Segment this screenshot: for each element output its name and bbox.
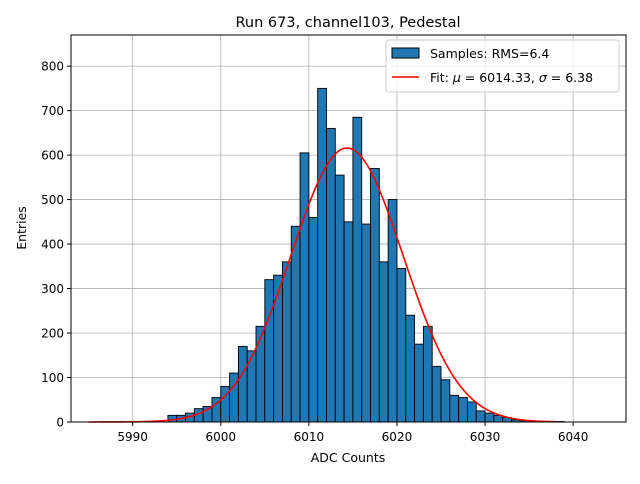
x-tick-label: 6010: [294, 430, 325, 444]
histogram-bar: [432, 366, 441, 422]
y-tick-label: 500: [41, 193, 64, 207]
histogram-bar: [291, 226, 300, 422]
histogram-bar: [423, 326, 432, 422]
y-tick-label: 700: [41, 104, 64, 118]
legend-fit-mu-value: = 6014.33,: [461, 70, 539, 85]
y-tick-label: 200: [41, 327, 64, 341]
histogram-bar: [353, 117, 362, 422]
legend: Samples: RMS=6.4 Fit: μ = 6014.33, σ = 6…: [386, 40, 619, 92]
y-tick-label: 0: [56, 416, 64, 430]
histogram-bar: [450, 395, 459, 422]
histogram-bar: [371, 168, 380, 422]
histogram-bar: [467, 402, 476, 422]
x-tick-label: 6030: [470, 430, 501, 444]
y-tick-label: 600: [41, 149, 64, 163]
y-axis-label: Entries: [14, 206, 29, 250]
chart-title: Run 673, channel103, Pedestal: [235, 15, 460, 31]
x-tick-label: 6020: [382, 430, 413, 444]
histogram-bar: [326, 128, 335, 422]
histogram-bar: [282, 262, 291, 422]
histogram-bar: [485, 413, 494, 422]
histogram-bar: [335, 175, 344, 422]
x-axis-label: ADC Counts: [311, 450, 386, 465]
histogram-bar: [406, 315, 415, 422]
legend-fit-label: Fit: μ = 6014.33, σ = 6.38: [430, 70, 593, 85]
legend-histogram-swatch: [392, 48, 419, 58]
x-tick-label: 6000: [205, 430, 236, 444]
histogram-bar: [256, 326, 265, 422]
histogram-bar: [362, 224, 371, 422]
histogram-bar: [379, 262, 388, 422]
histogram-bar: [476, 411, 485, 422]
histogram-bar: [274, 275, 283, 422]
y-tick-label: 100: [41, 371, 64, 385]
histogram-bar: [318, 88, 327, 422]
legend-fit-sigma-value: = 6.38: [547, 70, 593, 85]
histogram-bar: [238, 346, 247, 422]
histogram-bar: [265, 280, 274, 422]
histogram-bar: [309, 217, 318, 422]
y-tick-label: 800: [41, 60, 64, 74]
legend-histogram-label: Samples: RMS=6.4: [430, 46, 549, 61]
x-tick-label: 5990: [117, 430, 148, 444]
legend-fit-prefix: Fit:: [430, 70, 453, 85]
histogram-bar: [415, 344, 424, 422]
histogram-bar: [300, 153, 309, 422]
legend-fit-mu-symbol: μ: [452, 70, 461, 85]
histogram-bar: [441, 380, 450, 422]
histogram-bar: [397, 269, 406, 422]
histogram-bar: [344, 222, 353, 422]
y-tick-label: 400: [41, 238, 64, 252]
histogram-bar: [459, 398, 468, 422]
x-tick-label: 6040: [558, 430, 589, 444]
y-tick-label: 300: [41, 282, 64, 296]
